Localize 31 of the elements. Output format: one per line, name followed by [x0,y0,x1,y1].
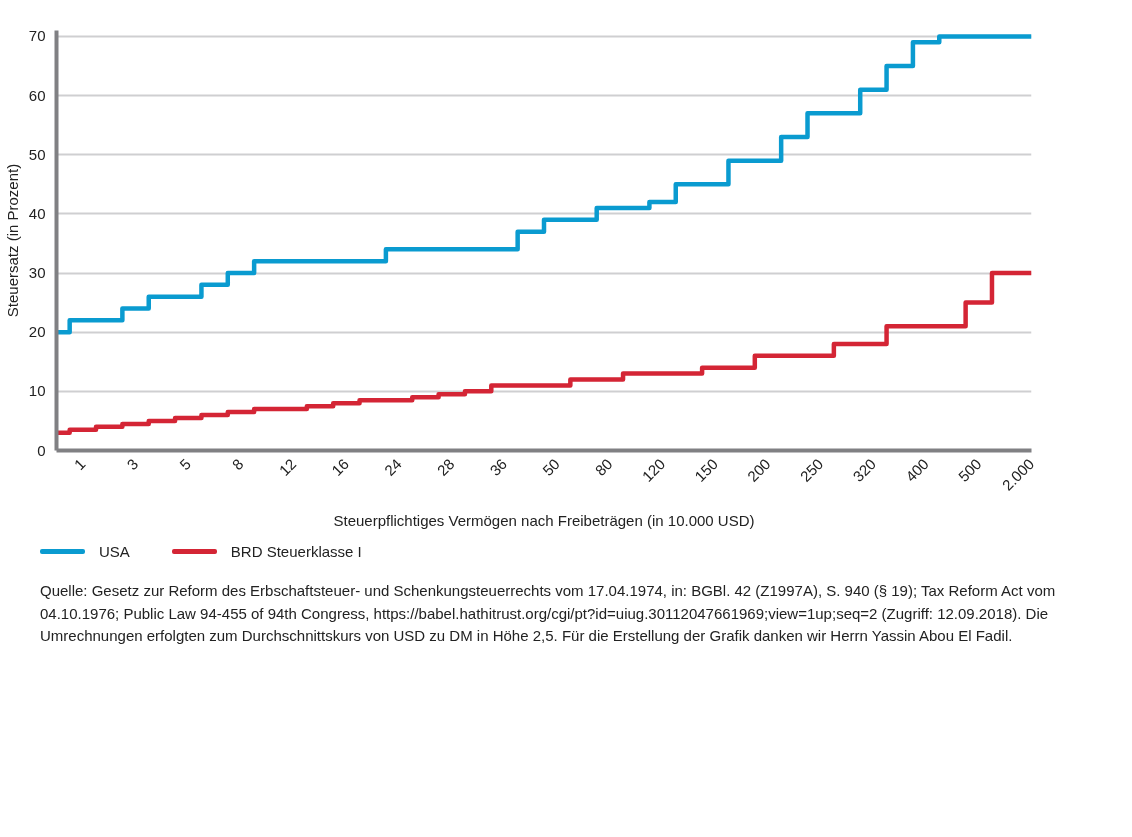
x-axis-title: Steuerpflichtiges Vermögen nach Freibeträgen (in 10.000 USD) [333,512,755,530]
legend-label: BRD Steuerklasse I [230,541,362,562]
x-tick-label: 3 [123,455,142,474]
x-tick-label: 80 [591,455,616,479]
x-tick-label: 24 [380,455,405,479]
x-tick-label: 1 [70,455,89,474]
y-tick-label: 30 [28,264,46,282]
y-tick-label: 40 [28,204,46,222]
x-tick-label: 28 [433,455,458,479]
x-tick-label: 200 [743,455,774,485]
y-tick-label: 60 [28,86,46,104]
source-note: Quelle: Gesetz zur Reform des Erbschaftsteuer- und Schenkungsteuerrechts vom 17.04.1974, in: BGBl. 42 (Z1997A), S. 940 (§ 19); Tax Reform Act vom 04.10.1976; Public Law 94-455 of 94th Congress, https://babel.hathitrust.org/cgi/pt?id=uiug.30112047661969;view=1up;seq=2 (Zugriff: 12.09.2018). Die Umrechnungen erfolgten zum Durchschnittskurs von USD zu DM in Höhe 2,5. Für die Erstellung der Grafik danken wir Herrn Yassin Abou El Fadil. [40,581,1057,647]
y-tick-label: 10 [28,382,46,400]
y-tick-label: 20 [28,323,46,341]
x-tick-label: 250 [796,455,827,485]
x-tick-label: 16 [328,455,353,479]
y-tick-label: 0 [37,441,46,459]
x-tick-label: 400 [902,455,932,485]
y-tick-label: 70 [28,27,46,45]
x-tick-label: 320 [849,455,880,485]
x-tick-label: 500 [954,455,985,485]
y-axis-title: Steuersatz (in Prozent) [3,163,21,318]
y-tick-label: 50 [28,145,46,163]
x-tick-label: 50 [539,455,563,479]
x-tick-label: 120 [638,455,669,485]
x-tick-label: 5 [175,455,194,474]
x-tick-label: 8 [228,455,247,474]
legend-label: USA [99,541,130,562]
x-tick-label: 12 [275,455,300,479]
x-tick-label: 150 [691,455,721,485]
x-tick-label: 36 [486,455,511,479]
